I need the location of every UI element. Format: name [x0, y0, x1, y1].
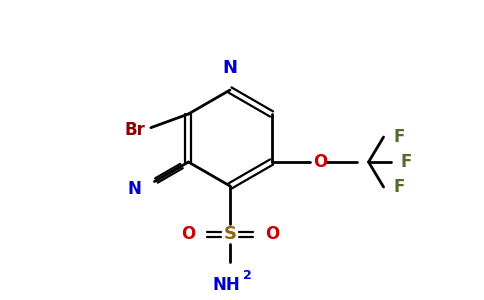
- Text: O: O: [181, 225, 195, 243]
- Text: F: F: [393, 178, 405, 196]
- Text: 2: 2: [243, 269, 252, 282]
- Text: O: O: [314, 153, 328, 171]
- Text: N: N: [223, 59, 238, 77]
- Text: NH: NH: [212, 276, 240, 294]
- Text: O: O: [265, 225, 279, 243]
- Text: S: S: [224, 225, 237, 243]
- Text: N: N: [128, 179, 141, 197]
- Text: F: F: [393, 128, 405, 146]
- Text: Br: Br: [125, 121, 146, 139]
- Text: F: F: [401, 153, 412, 171]
